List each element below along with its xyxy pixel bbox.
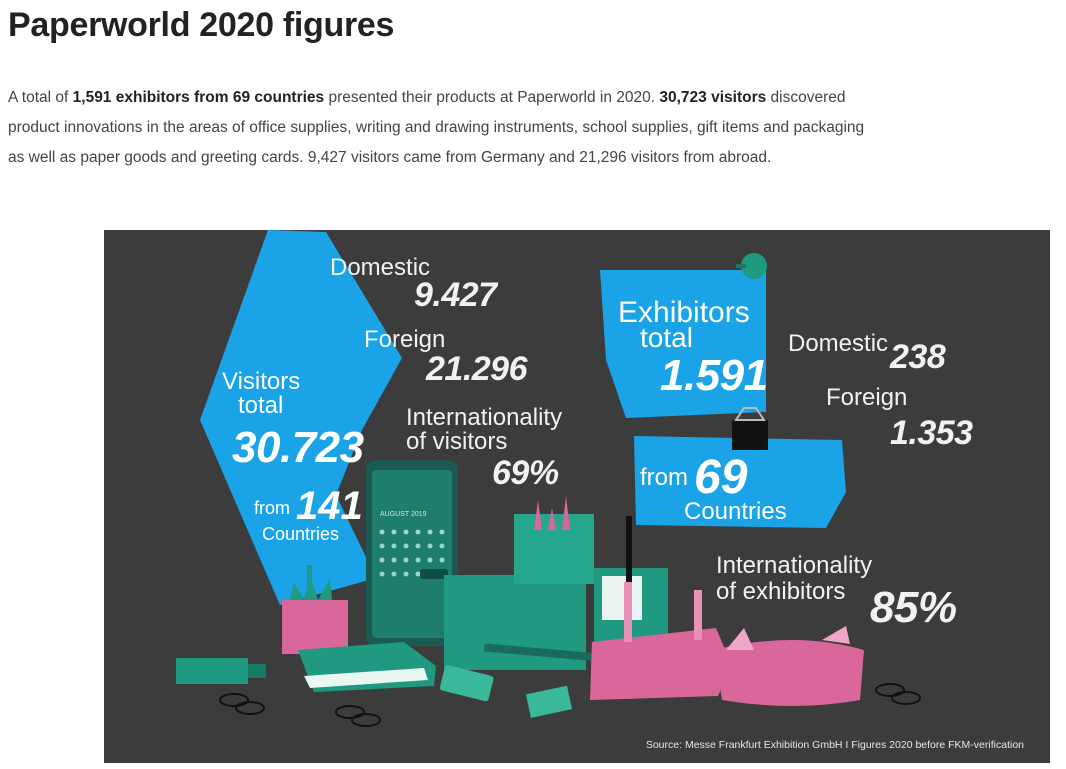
visitors-total-value: 30.723 <box>232 423 364 472</box>
exhibitors-countries-label: Countries <box>684 498 787 525</box>
pink-tray <box>590 628 732 700</box>
exhibitors-intl-value: 85% <box>870 583 957 632</box>
visitors-flag <box>200 230 402 605</box>
exhibitors-foreign-label: Foreign <box>826 384 908 411</box>
infographic: AUGUST 2019 <box>104 230 1050 763</box>
visitors-label: Visitors <box>222 368 301 395</box>
paper-clips-icon <box>219 683 921 727</box>
exhibitors-note <box>600 270 766 418</box>
intro-text: A total of <box>8 89 73 106</box>
visitors-domestic-label: Domestic <box>330 254 431 281</box>
visitors-intl-label-line2: of visitors <box>406 428 508 455</box>
source-note: Source: Messe Frankfurt Exhibition GmbH … <box>645 739 1024 751</box>
exhibitors-foreign-value: 1.353 <box>890 414 973 452</box>
exhibitors-domestic-label: Domestic <box>788 330 889 357</box>
page-title: Paperworld 2020 figures <box>8 6 395 44</box>
plant-pot <box>282 600 348 654</box>
binder-clip-icon <box>732 420 768 450</box>
exhibitors-countries-count: 69 <box>694 451 748 504</box>
visitors-intl-label: Internationality <box>406 404 563 431</box>
visitors-intl-value: 69% <box>492 454 559 492</box>
usb-stick-icon <box>176 658 248 684</box>
exhibitors-total-value: 1.591 <box>660 351 768 400</box>
sharpener-icon <box>525 685 573 718</box>
intro-bold-exhibitors: 1,591 exhibitors from 69 countries <box>72 89 325 106</box>
infographic-artwork: AUGUST 2019 <box>176 230 921 727</box>
exhibitors-intl-label-line2: of exhibitors <box>716 578 846 605</box>
visitors-countries-label: Countries <box>262 524 340 544</box>
intro-text: discovered product innovations in the ar… <box>8 89 865 166</box>
exhibitors-label: Exhibitors <box>618 296 750 329</box>
exhibitors-intl-label: Internationality <box>716 552 873 579</box>
calendar-month: AUGUST 2019 <box>380 511 427 518</box>
calendar-grid <box>379 529 445 577</box>
intro-paragraph: A total of 1,591 exhibitors from 69 coun… <box>8 83 878 173</box>
visitors-from-label: from <box>254 498 290 518</box>
pencil-case-icon <box>714 640 864 706</box>
pin-icon <box>741 253 767 279</box>
intro-text: presented their products at Paperworld i… <box>324 89 660 106</box>
countries-note <box>634 436 846 528</box>
visitors-foreign-value: 21.296 <box>426 350 528 388</box>
visitors-foreign-label: Foreign <box>364 326 446 353</box>
exhibitors-domestic-value: 238 <box>890 338 946 376</box>
exhibitors-total-label: total <box>640 322 693 353</box>
exhibitors-from-label: from <box>640 464 688 491</box>
visitors-domestic-value: 9.427 <box>414 276 497 314</box>
intro-bold-visitors: 30,723 visitors <box>659 89 767 106</box>
visitors-countries-count: 141 <box>296 484 363 528</box>
eraser-icon <box>439 665 494 702</box>
visitors-total-label: total <box>238 392 284 419</box>
pen-icon <box>626 516 632 588</box>
